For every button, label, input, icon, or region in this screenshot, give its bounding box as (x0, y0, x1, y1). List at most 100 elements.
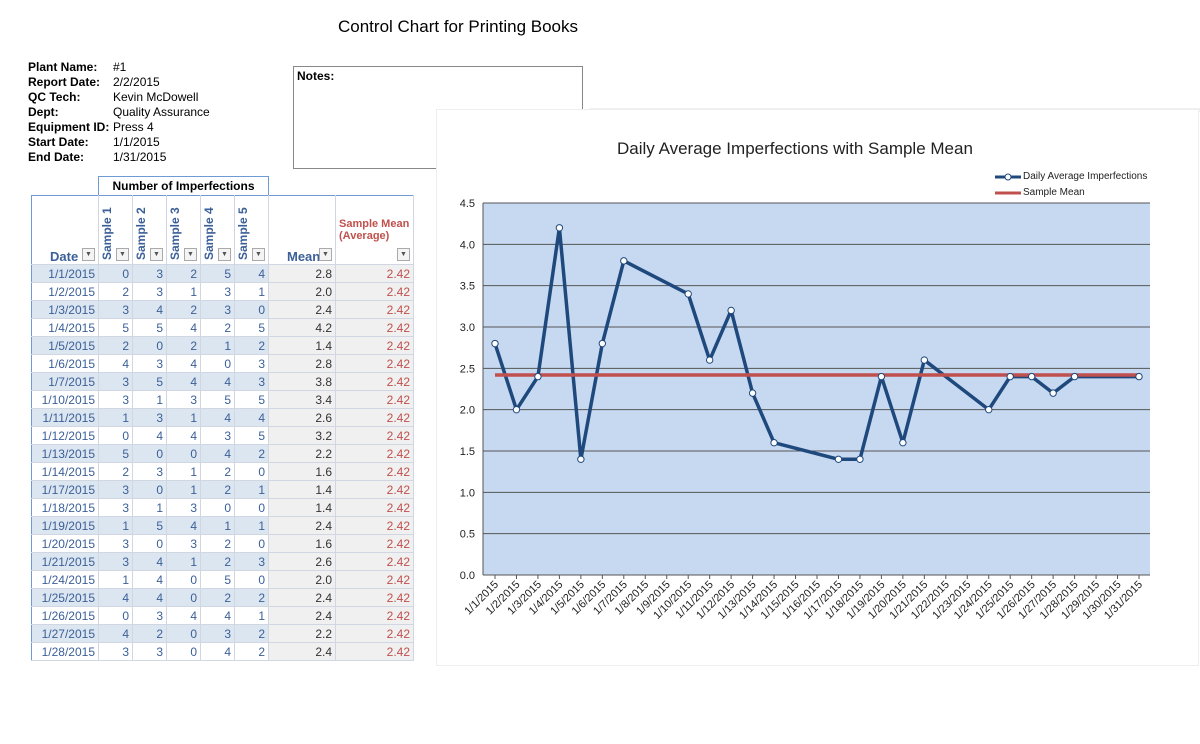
sample-2-cell[interactable]: 4 (132, 426, 167, 445)
mean-cell[interactable]: 2.0 (268, 570, 336, 589)
sample-3-cell[interactable]: 1 (166, 282, 201, 301)
sample-2-cell[interactable]: 3 (132, 282, 167, 301)
mean-cell[interactable]: 1.6 (268, 462, 336, 481)
sample-5-cell[interactable]: 1 (234, 606, 269, 625)
sample-1-cell[interactable]: 3 (98, 552, 133, 571)
sample-1-cell[interactable]: 2 (98, 462, 133, 481)
filter-dropdown-icon[interactable]: ▼ (218, 248, 231, 261)
sample-2-cell[interactable]: 0 (132, 480, 167, 499)
sample-mean-cell[interactable]: 2.42 (335, 390, 414, 409)
sample-3-cell[interactable]: 4 (166, 354, 201, 373)
sample-2-cell[interactable]: 5 (132, 516, 167, 535)
sample-1-cell[interactable]: 3 (98, 390, 133, 409)
sample-mean-cell[interactable]: 2.42 (335, 570, 414, 589)
sample-4-cell[interactable]: 3 (200, 282, 235, 301)
date-cell[interactable]: 1/3/2015 (31, 300, 99, 319)
sample-5-cell[interactable]: 2 (234, 588, 269, 607)
mean-cell[interactable]: 1.4 (268, 498, 336, 517)
sample-1-cell[interactable]: 5 (98, 444, 133, 463)
sample-3-cell[interactable]: 0 (166, 588, 201, 607)
sample-1-cell[interactable]: 1 (98, 570, 133, 589)
mean-cell[interactable]: 2.6 (268, 408, 336, 427)
sample-4-cell[interactable]: 2 (200, 318, 235, 337)
sample-4-cell[interactable]: 1 (200, 336, 235, 355)
sample-4-cell[interactable]: 1 (200, 516, 235, 535)
sample-1-cell[interactable]: 2 (98, 282, 133, 301)
sample-3-cell[interactable]: 4 (166, 516, 201, 535)
sample-4-cell[interactable]: 4 (200, 372, 235, 391)
sample-3-cell[interactable]: 4 (166, 426, 201, 445)
sample-3-cell[interactable]: 4 (166, 372, 201, 391)
date-cell[interactable]: 1/4/2015 (31, 318, 99, 337)
mean-cell[interactable]: 1.4 (268, 336, 336, 355)
sample-5-cell[interactable]: 5 (234, 318, 269, 337)
sample-1-cell[interactable]: 5 (98, 318, 133, 337)
sample-2-cell[interactable]: 0 (132, 444, 167, 463)
sample-mean-cell[interactable]: 2.42 (335, 552, 414, 571)
sample-mean-cell[interactable]: 2.42 (335, 498, 414, 517)
sample-1-cell[interactable]: 3 (98, 642, 133, 661)
sample-4-cell[interactable]: 4 (200, 606, 235, 625)
sample-mean-cell[interactable]: 2.42 (335, 642, 414, 661)
date-cell[interactable]: 1/1/2015 (31, 264, 99, 283)
sample-mean-cell[interactable]: 2.42 (335, 282, 414, 301)
sample-3-cell[interactable]: 0 (166, 642, 201, 661)
sample-5-cell[interactable]: 5 (234, 390, 269, 409)
sample-3-cell[interactable]: 0 (166, 570, 201, 589)
date-cell[interactable]: 1/10/2015 (31, 390, 99, 409)
sample-5-cell[interactable]: 5 (234, 426, 269, 445)
sample-4-cell[interactable]: 2 (200, 462, 235, 481)
sample-3-cell[interactable]: 3 (166, 498, 201, 517)
sample-4-cell[interactable]: 0 (200, 354, 235, 373)
date-cell[interactable]: 1/24/2015 (31, 570, 99, 589)
sample-4-cell[interactable]: 5 (200, 264, 235, 283)
sample-2-cell[interactable]: 3 (132, 606, 167, 625)
sample-5-cell[interactable]: 2 (234, 642, 269, 661)
sample-2-cell[interactable]: 3 (132, 354, 167, 373)
sample-5-cell[interactable]: 0 (234, 300, 269, 319)
sample-2-cell[interactable]: 3 (132, 642, 167, 661)
mean-cell[interactable]: 2.4 (268, 588, 336, 607)
sample-5-cell[interactable]: 0 (234, 570, 269, 589)
sample-2-cell[interactable]: 1 (132, 390, 167, 409)
sample-3-cell[interactable]: 4 (166, 606, 201, 625)
sample-4-cell[interactable]: 2 (200, 552, 235, 571)
mean-cell[interactable]: 1.6 (268, 534, 336, 553)
sample-3-cell[interactable]: 1 (166, 408, 201, 427)
sample-5-cell[interactable]: 1 (234, 282, 269, 301)
sample-1-cell[interactable]: 3 (98, 480, 133, 499)
sample-mean-cell[interactable]: 2.42 (335, 354, 414, 373)
mean-cell[interactable]: 2.8 (268, 354, 336, 373)
sample-mean-cell[interactable]: 2.42 (335, 534, 414, 553)
mean-cell[interactable]: 2.4 (268, 642, 336, 661)
sample-3-cell[interactable]: 1 (166, 552, 201, 571)
mean-cell[interactable]: 1.4 (268, 480, 336, 499)
sample-1-cell[interactable]: 3 (98, 372, 133, 391)
sample-4-cell[interactable]: 4 (200, 642, 235, 661)
date-cell[interactable]: 1/21/2015 (31, 552, 99, 571)
sample-1-cell[interactable]: 2 (98, 336, 133, 355)
sample-3-cell[interactable]: 2 (166, 300, 201, 319)
sample-1-cell[interactable]: 0 (98, 606, 133, 625)
sample-mean-cell[interactable]: 2.42 (335, 318, 414, 337)
sample-1-cell[interactable]: 4 (98, 624, 133, 643)
date-cell[interactable]: 1/19/2015 (31, 516, 99, 535)
sample-1-cell[interactable]: 1 (98, 408, 133, 427)
date-cell[interactable]: 1/11/2015 (31, 408, 99, 427)
sample-2-cell[interactable]: 1 (132, 498, 167, 517)
sample-4-cell[interactable]: 2 (200, 534, 235, 553)
sample-2-cell[interactable]: 4 (132, 570, 167, 589)
sample-2-cell[interactable]: 2 (132, 624, 167, 643)
sample-1-cell[interactable]: 0 (98, 426, 133, 445)
sample-4-cell[interactable]: 4 (200, 444, 235, 463)
sample-2-cell[interactable]: 3 (132, 264, 167, 283)
sample-1-cell[interactable]: 1 (98, 516, 133, 535)
sample-mean-cell[interactable]: 2.42 (335, 444, 414, 463)
sample-mean-cell[interactable]: 2.42 (335, 426, 414, 445)
sample-mean-cell[interactable]: 2.42 (335, 300, 414, 319)
sample-2-cell[interactable]: 5 (132, 372, 167, 391)
sample-4-cell[interactable]: 2 (200, 480, 235, 499)
sample-mean-cell[interactable]: 2.42 (335, 480, 414, 499)
mean-cell[interactable]: 3.4 (268, 390, 336, 409)
sample-4-cell[interactable]: 3 (200, 624, 235, 643)
